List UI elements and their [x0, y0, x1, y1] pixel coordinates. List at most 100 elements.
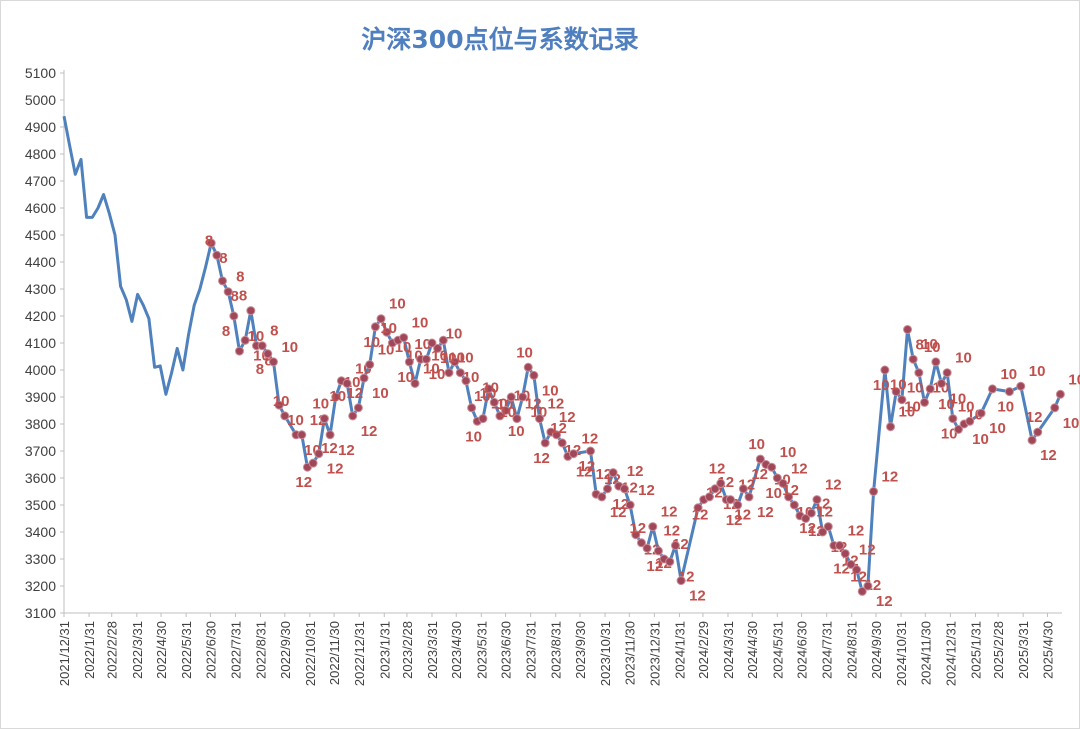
coefficient-label: 12	[661, 504, 678, 521]
x-tick-label: 2024/2/29	[696, 621, 711, 679]
coefficient-label: 10	[429, 366, 446, 383]
coefficient-label: 8	[239, 288, 247, 305]
data-point	[359, 373, 369, 383]
data-point	[597, 492, 607, 502]
data-point	[529, 370, 539, 380]
data-point	[370, 322, 380, 332]
data-point	[801, 514, 811, 523]
data-point	[444, 368, 454, 378]
y-tick-label: 4600	[25, 200, 56, 216]
data-point	[552, 430, 562, 440]
coefficient-label: 10	[247, 328, 264, 345]
coefficient-label: 12	[629, 520, 646, 537]
x-tick-label: 2024/7/31	[820, 621, 835, 679]
data-point	[636, 538, 646, 548]
data-point	[427, 338, 437, 348]
data-point	[863, 581, 873, 591]
coefficient-label: 12	[692, 507, 709, 524]
x-tick-label: 2023/3/31	[425, 621, 440, 679]
x-tick-label: 2022/7/31	[228, 621, 243, 679]
coefficient-label: 10	[372, 385, 389, 402]
series-line	[62, 115, 1062, 593]
x-tick-label: 2023/12/31	[647, 621, 662, 686]
y-tick-label: 5100	[25, 65, 56, 81]
y-tick-label: 3200	[25, 578, 56, 594]
y-tick-label: 4000	[25, 362, 56, 378]
x-tick-label: 2023/10/31	[598, 621, 613, 686]
data-point	[818, 527, 828, 537]
coefficient-label: 12	[791, 460, 808, 477]
coefficient-label: 10	[412, 315, 429, 332]
data-point	[880, 365, 890, 375]
coefficient-label: 10	[765, 485, 782, 502]
data-point	[1055, 389, 1065, 399]
coefficient-label: 10	[899, 404, 916, 421]
coefficient-label: 12	[338, 442, 355, 459]
data-point	[206, 238, 216, 248]
data-point	[936, 379, 946, 388]
coefficient-label: 12	[559, 409, 576, 426]
y-tick-label: 3500	[25, 497, 56, 513]
coefficient-label: 10	[972, 431, 989, 448]
coefficient-label: 10	[955, 350, 972, 367]
x-tick-label: 2024/8/31	[845, 621, 860, 679]
data-point	[331, 392, 341, 402]
coefficient-label: 10	[924, 339, 941, 356]
data-point	[399, 333, 409, 343]
data-point	[540, 438, 550, 448]
data-point	[535, 414, 545, 424]
data-point	[925, 384, 935, 394]
coefficient-label: 12	[346, 385, 363, 402]
coefficient-label: 10	[508, 423, 525, 440]
data-point	[478, 414, 488, 424]
x-tick-label: 2024/9/30	[869, 621, 884, 679]
coefficient-label: 10	[414, 336, 431, 353]
coefficient-label: 10	[446, 325, 463, 342]
coefficient-label: 10	[397, 369, 414, 386]
x-tick-label: 2023/8/31	[549, 621, 564, 679]
data-point	[274, 400, 284, 410]
y-tick-label: 4400	[25, 254, 56, 270]
coefficient-label: 8	[270, 323, 278, 340]
data-point	[953, 424, 963, 434]
data-point	[410, 379, 420, 388]
data-point	[755, 454, 765, 464]
coefficient-label: 10	[457, 350, 474, 367]
coefficient-label: 12	[533, 450, 550, 467]
data-point	[857, 586, 867, 596]
data-point	[852, 565, 862, 575]
data-point	[455, 368, 465, 378]
data-point	[365, 360, 375, 370]
coefficient-label: 12	[610, 504, 627, 521]
coefficient-label: 12	[627, 463, 644, 480]
data-point	[523, 362, 533, 372]
coefficient-label: 12	[663, 523, 680, 540]
coefficient-label: 10	[380, 320, 397, 337]
x-tick-label: 2025/1/31	[968, 621, 983, 679]
x-tick-label: 2024/4/30	[745, 621, 760, 679]
coefficient-label: 10	[431, 347, 448, 364]
x-tick-label: 2025/4/30	[1040, 621, 1055, 679]
y-tick-label: 3400	[25, 524, 56, 540]
y-tick-label: 3800	[25, 416, 56, 432]
x-tick-label: 2022/5/31	[179, 621, 194, 679]
coefficient-label: 12	[848, 523, 865, 540]
x-tick-label: 2022/10/31	[303, 621, 318, 686]
x-tick-label: 2023/9/30	[573, 621, 588, 679]
coefficient-label: 8	[231, 288, 239, 305]
y-tick-label: 4200	[25, 308, 56, 324]
coefficient-label: 10	[1029, 363, 1046, 380]
data-point	[1027, 435, 1037, 445]
data-point	[297, 430, 307, 440]
coefficient-label: 10	[989, 420, 1006, 437]
coefficient-label: 12	[638, 482, 655, 499]
coefficient-label: 12	[576, 463, 593, 480]
coefficient-label: 12	[876, 593, 893, 610]
coefficient-label: 12	[726, 512, 743, 529]
x-tick-label: 2024/6/30	[795, 621, 810, 679]
data-point	[342, 379, 352, 388]
data-point	[778, 478, 788, 488]
data-point	[376, 314, 386, 324]
coefficient-label: 12	[582, 431, 599, 448]
coefficient-label: 12	[751, 466, 768, 483]
